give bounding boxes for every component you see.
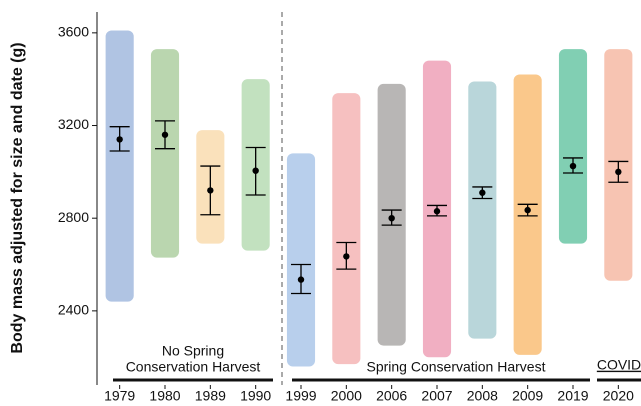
x-tick-label: 1989 bbox=[195, 388, 226, 404]
annotation: Spring Conservation Harvest bbox=[367, 359, 546, 375]
annotation: Conservation Harvest bbox=[126, 359, 261, 375]
mean-point bbox=[252, 167, 259, 174]
mean-point bbox=[343, 253, 350, 260]
annotation: No Spring bbox=[162, 343, 224, 359]
mean-point bbox=[388, 214, 395, 222]
point-cloud bbox=[286, 153, 316, 367]
point-cloud bbox=[105, 30, 134, 302]
x-tick-label: 2000 bbox=[331, 388, 362, 404]
x-tick-label: 1990 bbox=[240, 388, 271, 404]
mean-point bbox=[161, 131, 169, 138]
x-tick-label: 2019 bbox=[557, 388, 588, 404]
x-tick-label: 2020 bbox=[603, 388, 634, 404]
point-cloud bbox=[150, 49, 180, 258]
y-tick-label: 2400 bbox=[58, 302, 89, 318]
y-tick-label: 3200 bbox=[58, 116, 89, 132]
x-tick-label: 2008 bbox=[467, 388, 498, 404]
y-tick-label: 3600 bbox=[58, 24, 89, 40]
x-tick-label: 1999 bbox=[285, 388, 316, 404]
mean-point bbox=[569, 162, 577, 170]
x-tick-label: 1980 bbox=[149, 388, 180, 404]
mean-point bbox=[524, 206, 531, 214]
x-tick-label: 2009 bbox=[512, 388, 543, 404]
mean-point bbox=[479, 189, 486, 196]
y-axis-label: Body mass adjusted for size and date (g) bbox=[9, 42, 26, 353]
mean-point bbox=[433, 208, 441, 215]
x-tick-label: 2006 bbox=[376, 388, 407, 404]
point-cloud bbox=[332, 93, 361, 365]
x-tick-label: 1979 bbox=[104, 388, 135, 404]
mean-point bbox=[207, 187, 214, 194]
mean-point bbox=[297, 276, 305, 283]
mean-point bbox=[615, 168, 622, 176]
point-cloud bbox=[468, 81, 497, 339]
mean-point bbox=[116, 136, 123, 143]
annotation: COVID bbox=[597, 357, 641, 373]
x-tick-label: 2007 bbox=[421, 388, 452, 404]
point-cloud bbox=[558, 49, 588, 244]
y-tick-label: 2800 bbox=[58, 209, 89, 225]
